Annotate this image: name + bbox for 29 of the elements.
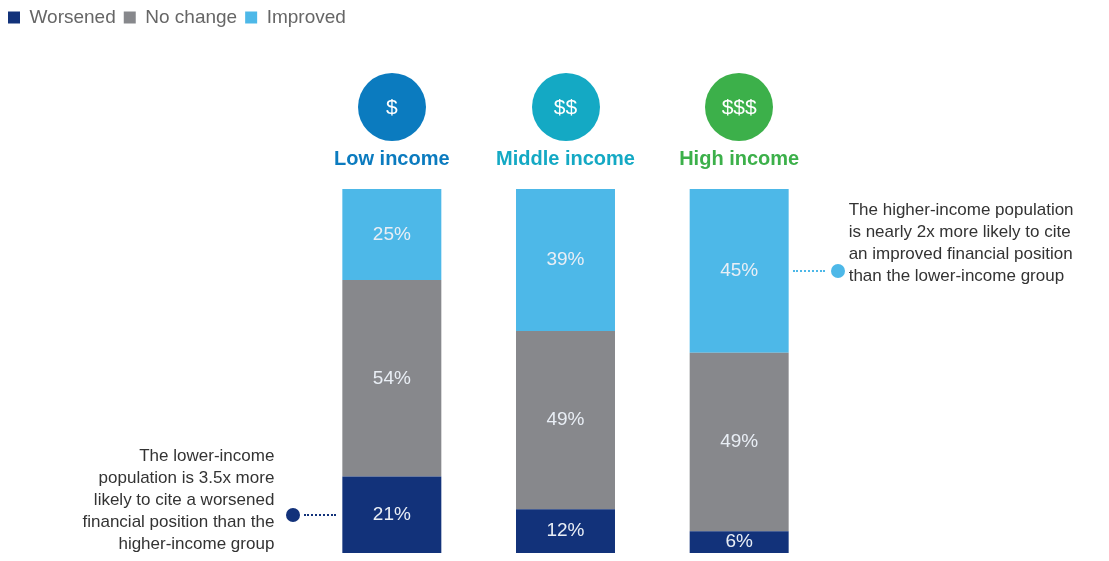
data-label: 49% [720, 430, 759, 452]
bar [342, 476, 442, 553]
x-tick-label: Low income [334, 146, 450, 169]
bar [342, 280, 442, 477]
bar [516, 330, 615, 510]
data-label: 21% [372, 503, 411, 525]
text: The lower-income population is 3.5x more likely to cite a worsened financial position than the higher-income group [81, 444, 275, 555]
bar [342, 189, 442, 280]
circle-badge: $ [357, 73, 426, 141]
x-tick-label: High income [679, 146, 800, 169]
x-tick-label: Middle income [496, 146, 635, 169]
text: The higher-income population is nearly 2x more likely to cite an improved financial position than the lower-income group [848, 198, 1075, 287]
data-label: 6% [725, 530, 753, 552]
bar [689, 531, 789, 553]
legend-label: Improved [266, 5, 346, 27]
bar [689, 189, 789, 353]
bar [516, 189, 615, 331]
data-label: 54% [372, 366, 411, 388]
data-label: 12% [546, 519, 585, 541]
bar [689, 352, 789, 532]
bar [516, 509, 615, 553]
data-label: 25% [372, 222, 411, 244]
data-label: 45% [720, 259, 759, 281]
legend-label: Worsened [29, 5, 116, 27]
data-label: 49% [546, 408, 585, 430]
data-label: 39% [546, 248, 585, 270]
legend-label: No change [145, 5, 238, 27]
circle-badge: $$$ [705, 73, 774, 141]
circle-badge: $$ [531, 73, 600, 141]
